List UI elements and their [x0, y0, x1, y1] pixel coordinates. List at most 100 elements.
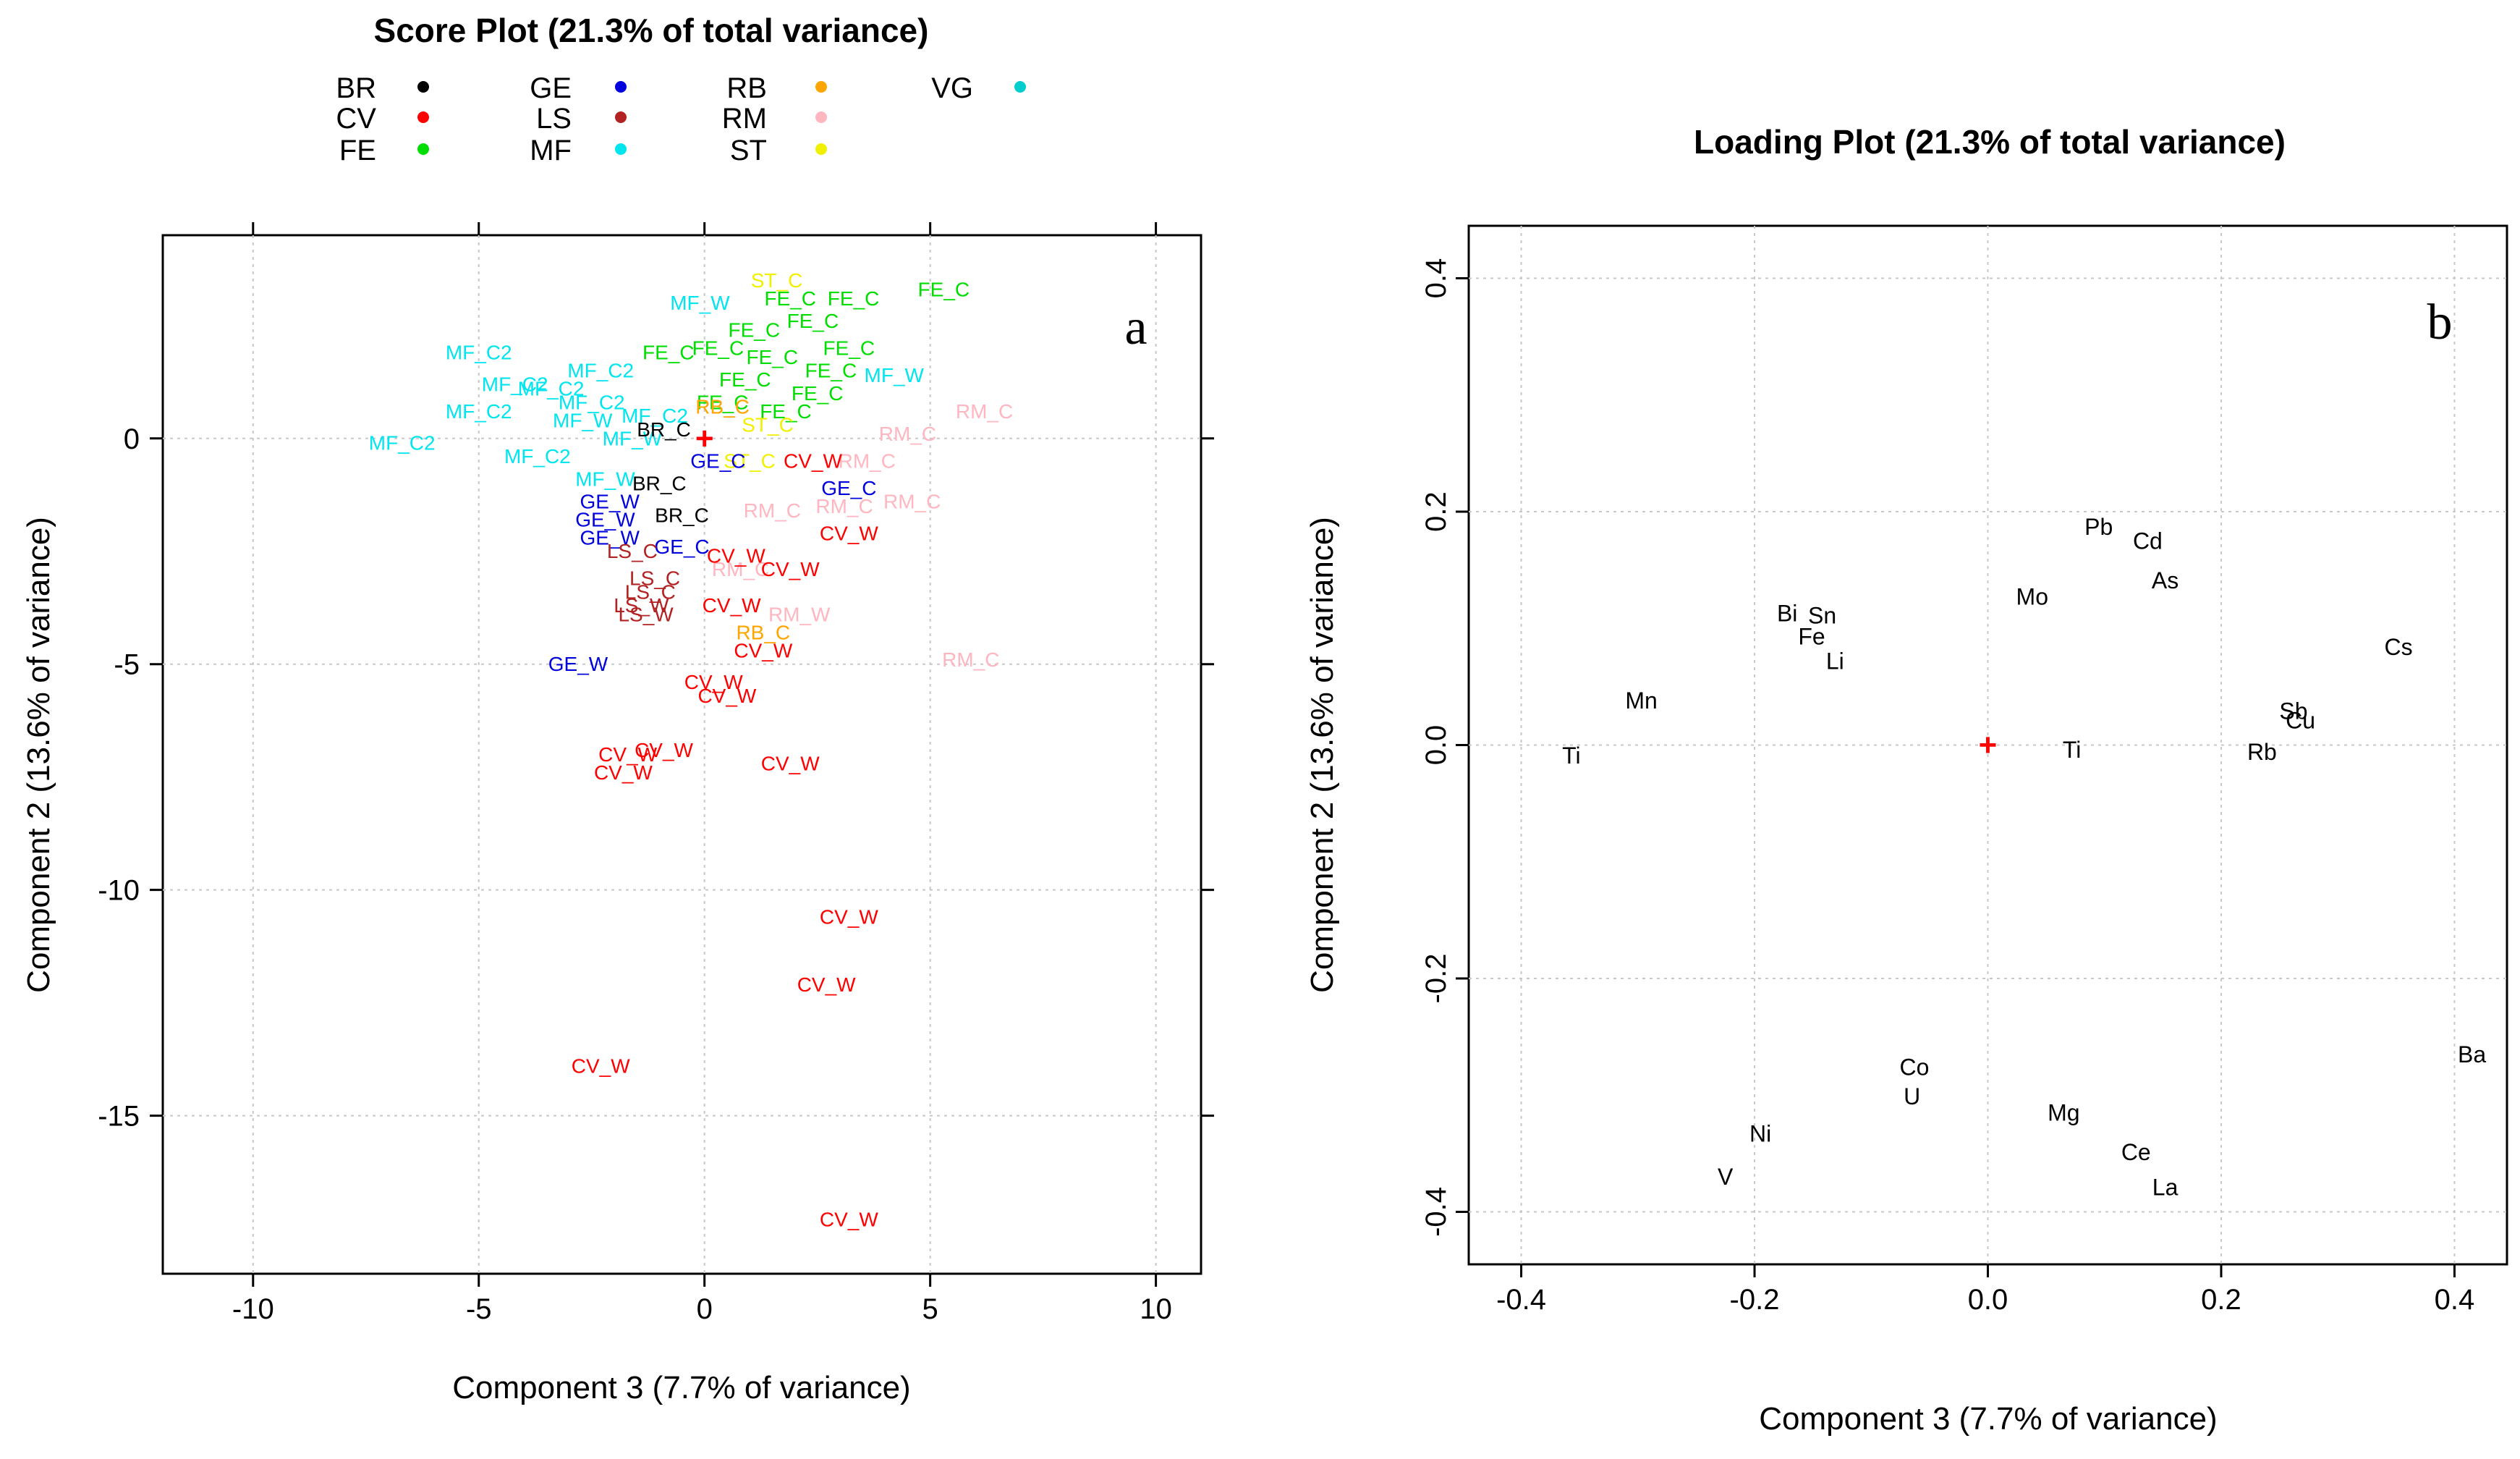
score-plot-point-label: CV_W [761, 752, 820, 774]
score-plot-xtick-label: 10 [1140, 1293, 1172, 1325]
loading-plot-xtick-label: -0.4 [1496, 1284, 1546, 1316]
score-plot-title: Score Plot (21.3% of total variance) [374, 12, 929, 49]
score-plot-point-label: MF_C2 [621, 405, 688, 427]
score-plot-point-label: GE_W [580, 527, 640, 549]
score-plot-point-label: FE_C [805, 360, 857, 382]
score-plot-point-label: RM_C [879, 423, 936, 445]
score-plot-point-label: MF_C2 [504, 445, 571, 468]
loading-plot-ytick-label: -0.2 [1420, 954, 1452, 1004]
loading-plot-point-label: Li [1826, 648, 1844, 674]
loading-plot-point-label: Mn [1625, 688, 1657, 714]
score-plot-point-label: CV_W [707, 544, 765, 567]
score-plot-point-label: LS_W [614, 594, 669, 617]
score-plot-point-label: CV_W [697, 685, 756, 707]
loading-plot: Loading Plot (21.3% of total variance) -… [1304, 123, 2508, 1437]
score-plot-point-label: RM_C [883, 491, 941, 513]
loading-plot-point-label: Ti [1562, 743, 1580, 769]
score-plot-point-label: GE_C [654, 536, 709, 558]
score-plot-point-label: ST_C [751, 269, 803, 292]
legend-dot-ls [615, 111, 627, 123]
score-plot-point-label: FE_C [792, 382, 844, 405]
legend-label-vg: VG [931, 72, 973, 104]
score-plot-point-label: FE_C [692, 337, 744, 359]
score-plot-ytick-label: -5 [114, 649, 140, 681]
loading-plot-point-label: Ti [2063, 737, 2081, 763]
score-plot-point-label: GE_W [548, 653, 608, 675]
score-plot-point-label: MF_W [865, 364, 925, 386]
score-plot-frame [161, 234, 1202, 1275]
score-plot-xtick-label: -10 [232, 1293, 274, 1325]
score-plot-point-label: CV_W [684, 671, 743, 693]
loading-plot-point-label: Fe [1798, 624, 1825, 650]
score-plot-point-label: LS_C [607, 540, 658, 562]
score-plot-point-label: MF_C2 [482, 373, 548, 395]
legend-label-ls: LS [536, 103, 572, 135]
loading-plot-xlabel: Component 3 (7.7% of variance) [1759, 1401, 2217, 1437]
loading-plot-title: Loading Plot (21.3% of total variance) [1694, 123, 2286, 161]
loading-plot-point-label: Sb [2279, 698, 2307, 724]
loading-plot-ylabel: Component 2 (13.6% of variance) [1304, 517, 1340, 993]
score-plot-point-label: MF_C2 [446, 342, 512, 364]
score-plot-point-label: RM_W [768, 604, 831, 626]
legend-dot-fe [417, 143, 429, 155]
loading-plot-point-label: V [1718, 1164, 1734, 1190]
score-plot-point-label: BR_C [637, 418, 691, 441]
legend-dot-ge [615, 81, 627, 93]
loading-plot-point-label: Ni [1749, 1120, 1771, 1146]
loading-plot-ytick-label: -0.4 [1420, 1187, 1452, 1237]
loading-plot-point-label: Bi [1777, 600, 1797, 626]
legend-dot-br [417, 81, 429, 93]
loading-plot-point-label: Mo [2016, 584, 2048, 610]
loading-plot-point-label: Sn [1808, 603, 1836, 629]
score-plot-point-label: RB_C [736, 622, 790, 644]
score-plot-point-label: FE_C [918, 278, 970, 300]
score-plot-ylabel: Component 2 (13.6% of variance) [21, 517, 56, 993]
score-plot-point-label: CV_W [820, 906, 878, 929]
score-plot-xtick-label: -5 [466, 1293, 492, 1325]
score-plot-point-label: MF_C2 [446, 400, 512, 423]
score-plot-point-label: FE_C [697, 391, 749, 413]
score-plot-point-label: CV_W [797, 973, 856, 996]
score-plot-point-label: MF_C2 [518, 378, 585, 400]
loading-plot-xtick-label: -0.2 [1730, 1284, 1780, 1316]
loading-plot-ytick-label: 0.2 [1420, 491, 1452, 532]
score-plot: Score Plot (21.3% of total variance) BR C… [21, 12, 1214, 1405]
score-plot-point-label: CV_W [598, 743, 657, 766]
legend-label-br: BR [336, 72, 376, 104]
score-plot-point-label: MF_C2 [369, 432, 436, 454]
score-plot-point-label: MF_W [670, 292, 730, 314]
score-plot-point-label: RM_C [942, 648, 999, 671]
score-plot-point-label: FE_C [642, 342, 695, 364]
loading-plot-point-label: La [2152, 1175, 2179, 1201]
loading-plot-point-label: Rb [2247, 739, 2277, 765]
score-plot-point-label: BR_C [655, 504, 709, 526]
score-plot-point-label: RM_C [815, 495, 873, 517]
score-plot-points: MF_C2MF_C2MF_C2MF_C2MF_C2MF_C2MF_C2MF_C2… [369, 269, 1013, 1231]
score-plot-point-label: CV_W [784, 449, 842, 472]
score-plot-point-label: FE_C [828, 287, 880, 310]
loading-plot-point-label: Co [1899, 1054, 1929, 1080]
score-plot-point-label: MF_C2 [559, 391, 625, 413]
legend-label-rb: RB [726, 72, 767, 104]
loading-plot-point-label: As [2152, 567, 2179, 593]
score-plot-point-label: GE_C [690, 449, 745, 472]
score-plot-point-label: MF_C2 [567, 360, 634, 382]
score-plot-point-label: FE_C [823, 337, 875, 359]
score-plot-point-label: LS_C [629, 567, 680, 590]
legend-label-ge: GE [530, 72, 572, 104]
score-plot-point-label: CV_W [703, 594, 761, 617]
score-plot-panel-label: a [1124, 300, 1147, 355]
loading-plot-xtick-label: 0.4 [2435, 1284, 2475, 1316]
loading-plot-point-label: Ce [2121, 1139, 2151, 1165]
score-plot-point-label: FE_C [764, 287, 816, 310]
loading-plot-panel-label: b [2427, 295, 2453, 350]
score-plot-point-label: RM_C [712, 558, 769, 580]
legend-dot-cv [417, 111, 429, 123]
legend-label-fe: FE [339, 135, 376, 166]
score-plot-point-label: RM_C [744, 499, 801, 522]
legend-dot-vg [1014, 81, 1026, 93]
score-plot-point-label: GE_C [821, 477, 876, 499]
legend-dot-mf [615, 143, 627, 155]
score-plot-point-label: LS_C [625, 580, 676, 603]
score-plot-point-label: MF_W [575, 468, 635, 490]
